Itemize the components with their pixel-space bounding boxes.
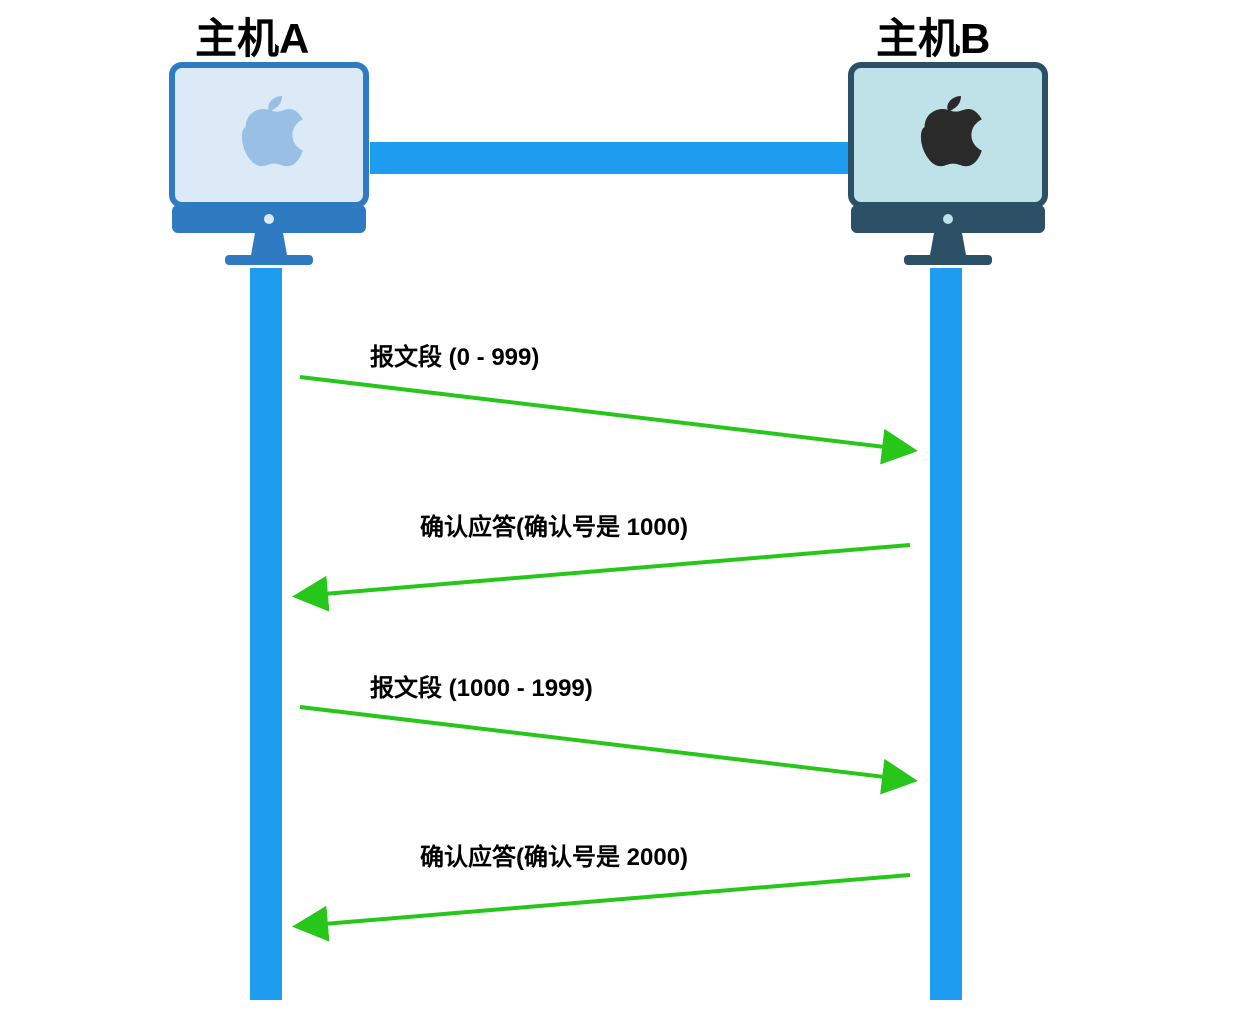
arrow-1 (300, 377, 910, 450)
arrow-3-label: 报文段 (1000 - 1999) (370, 668, 593, 703)
arrow-1-label: 报文段 (0 - 999) (370, 337, 539, 372)
arrow-2-label: 确认应答(确认号是 1000) (420, 507, 688, 542)
arrow-3 (300, 707, 910, 780)
arrow-4-label: 确认应答(确认号是 2000) (420, 837, 688, 872)
arrow-4 (300, 875, 910, 926)
arrow-2 (300, 545, 910, 596)
